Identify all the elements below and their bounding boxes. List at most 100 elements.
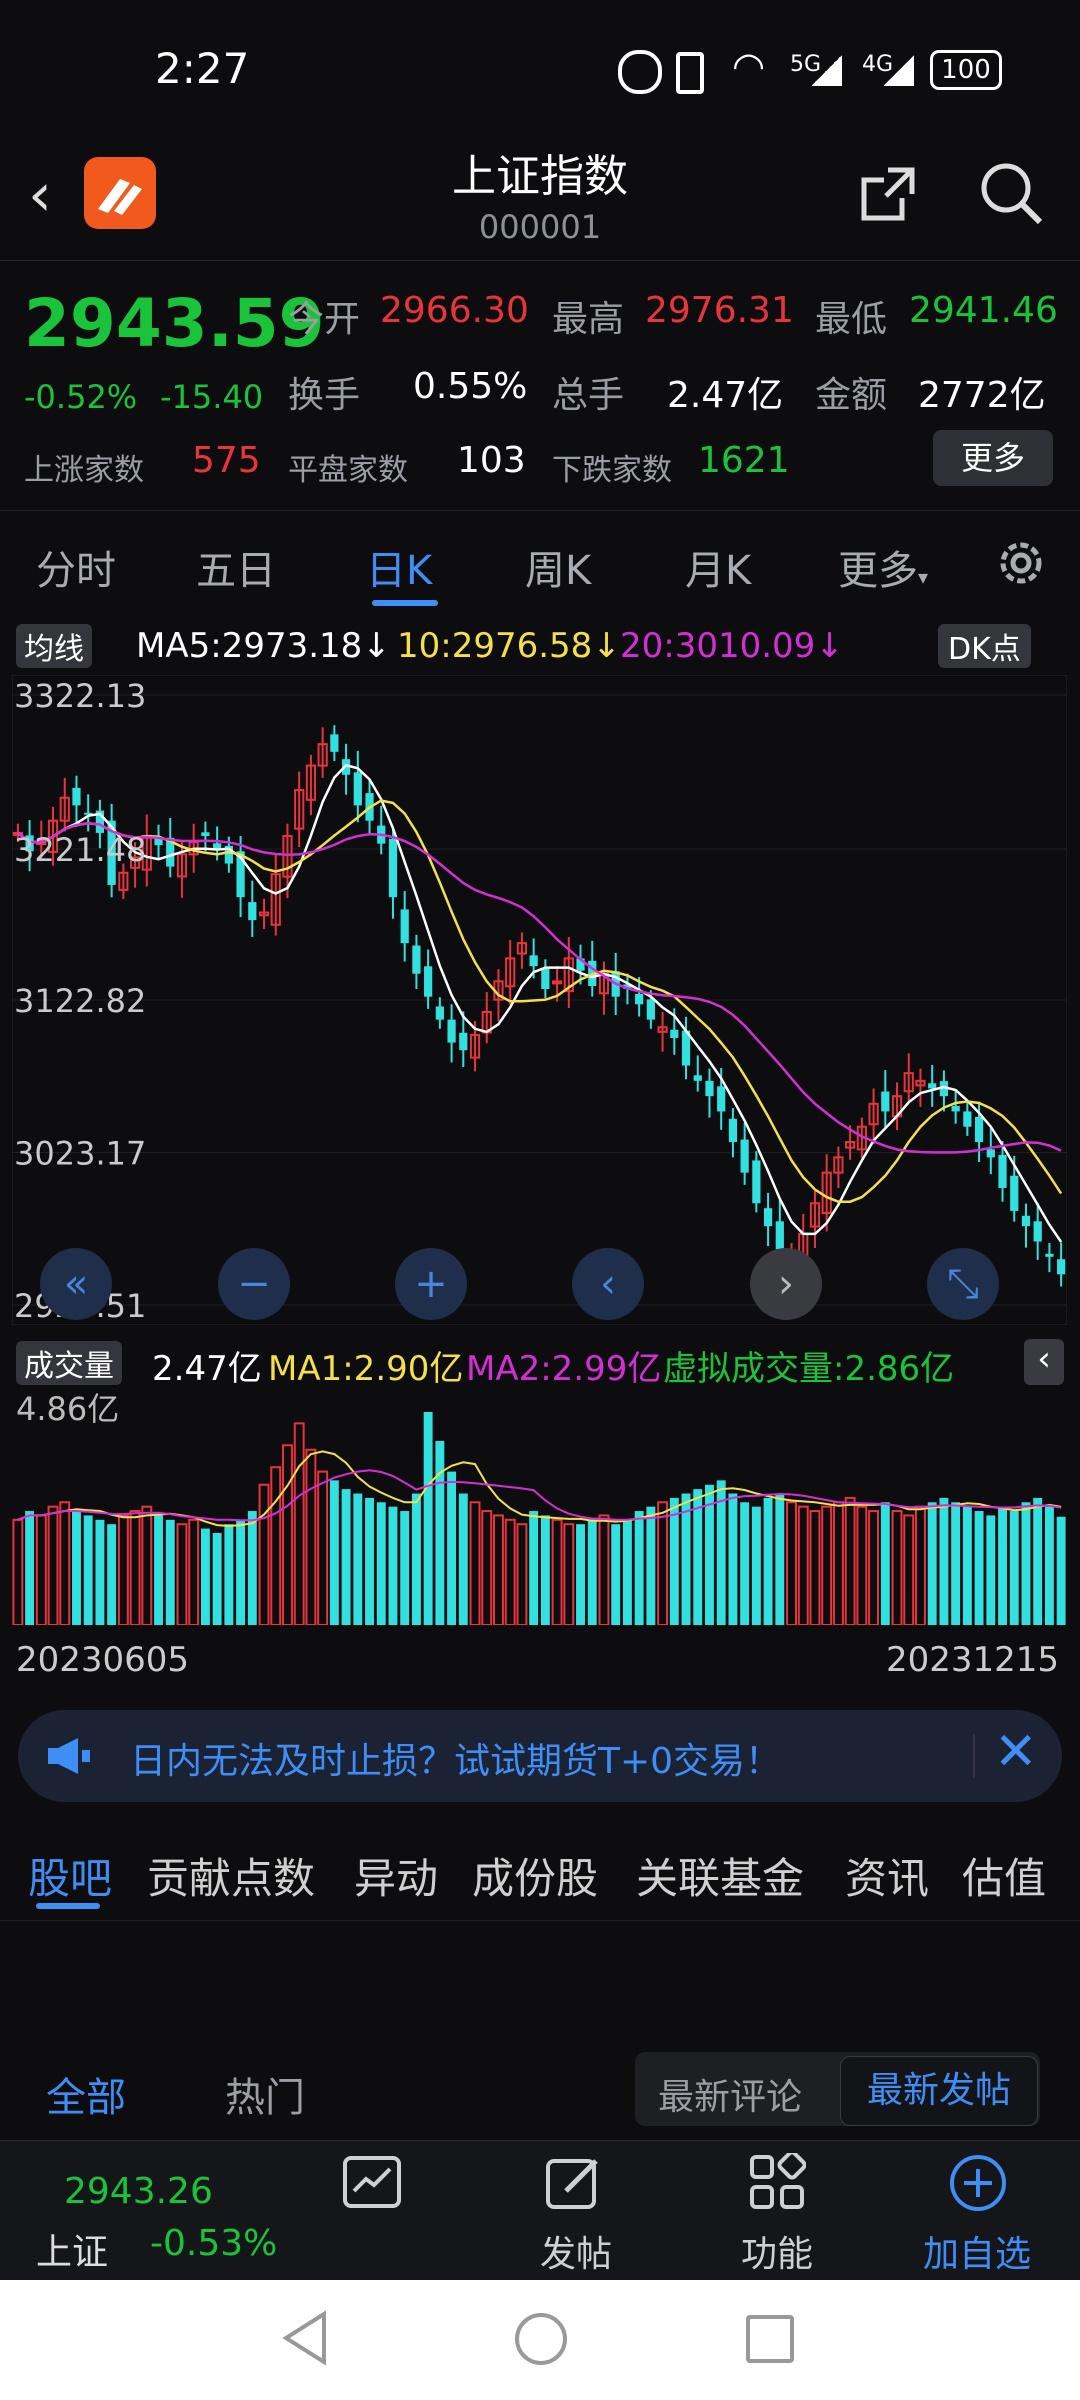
volume-bar: [551, 1518, 563, 1625]
candle-body: [12, 831, 23, 836]
candle-body: [657, 1026, 668, 1033]
ma-select-button[interactable]: 均线: [16, 624, 92, 668]
flat-count: 103: [457, 440, 526, 481]
candle-body: [998, 1154, 1007, 1188]
up-count: 575: [192, 440, 261, 481]
header-divider: [0, 260, 1080, 261]
mini-price: 2943.26: [64, 2171, 213, 2212]
status-bar: 2:27 ◠ 5G 4G 100: [0, 0, 1080, 140]
post-label[interactable]: 发帖: [539, 2234, 612, 2275]
volume-bar: [504, 1518, 516, 1625]
open-value: 2966.30: [380, 290, 529, 331]
y-tick-label: 3322.13: [14, 677, 146, 715]
candle-body: [576, 958, 585, 971]
function-icon[interactable]: [748, 2150, 807, 2215]
search-icon[interactable]: [978, 160, 1044, 230]
candle-body: [47, 819, 59, 853]
candle-body: [809, 1202, 821, 1228]
volume-bar: [740, 1502, 750, 1625]
promo-banner[interactable]: 日内无法及时止损？试试期货T+0交易！ ✕: [18, 1710, 1062, 1802]
sort-latest-post[interactable]: 最新发帖: [840, 2056, 1038, 2126]
low-value: 2941.46: [909, 290, 1058, 331]
tab-weekly-k[interactable]: 周K: [525, 548, 592, 594]
amount-label: 金额: [815, 375, 888, 416]
zoom-in-button[interactable]: +: [395, 1248, 467, 1320]
candle-body: [224, 845, 233, 864]
feed-tab-hot[interactable]: 热门: [225, 2075, 305, 2121]
tab-more[interactable]: 更多▾: [838, 538, 928, 596]
volume-bar: [107, 1524, 117, 1625]
scroll-left-button[interactable]: ‹: [572, 1248, 644, 1320]
down-count-label: 下跌家数: [552, 453, 672, 488]
tab-news[interactable]: 资讯: [845, 1854, 930, 1903]
volume-select-button[interactable]: 成交量: [16, 1341, 122, 1385]
candle-body: [388, 838, 398, 898]
volume-bar: [705, 1484, 714, 1625]
y-tick-label: 3122.82: [14, 982, 146, 1020]
volume-ma2-line: [17, 1469, 1062, 1522]
zoom-out-button[interactable]: −: [218, 1248, 290, 1320]
active-tab-indicator: [372, 600, 438, 606]
ma-btn-label: 均线: [24, 632, 84, 667]
nav-home-icon[interactable]: [515, 2313, 567, 2365]
stock-code: 000001: [478, 208, 602, 246]
nav-recents-icon[interactable]: [746, 2315, 794, 2363]
fullscreen-button[interactable]: ⤡: [927, 1248, 999, 1320]
tab-contribution[interactable]: 贡献点数: [147, 1854, 316, 1903]
change-pct: -0.52%: [24, 378, 138, 416]
vibrate-icon: [676, 52, 704, 94]
volume-bar: [844, 1496, 856, 1625]
volume-bar: [83, 1515, 93, 1625]
volume-bar: [986, 1515, 996, 1625]
share-icon[interactable]: [858, 164, 918, 228]
volume-bar: [293, 1422, 305, 1625]
tab-monthly-k[interactable]: 月K: [685, 548, 752, 594]
back-icon[interactable]: ‹: [28, 160, 52, 230]
candle-body: [833, 1156, 844, 1174]
add-watchlist-label[interactable]: 加自选: [922, 2234, 1031, 2275]
nav-back-icon[interactable]: [280, 2310, 330, 2370]
chart-icon[interactable]: [342, 2155, 402, 2213]
function-label[interactable]: 功能: [740, 2234, 813, 2275]
megaphone-icon: [44, 1734, 92, 1782]
post-icon[interactable]: [544, 2153, 604, 2217]
scroll-to-start-button[interactable]: «: [40, 1248, 112, 1320]
volume-bar: [188, 1518, 200, 1625]
mini-name: 上证: [36, 2232, 109, 2273]
more-button[interactable]: 更多: [933, 430, 1053, 486]
tab-valuation[interactable]: 估值: [962, 1854, 1047, 1903]
close-icon[interactable]: ✕: [994, 1722, 1038, 1782]
tab-constituents[interactable]: 成份股: [472, 1854, 599, 1903]
scroll-right-button[interactable]: ›: [750, 1248, 822, 1320]
collapse-panel-button[interactable]: ‹: [1024, 1339, 1064, 1385]
candle-body: [681, 1030, 691, 1066]
candle-body: [270, 873, 281, 926]
dk-point-button[interactable]: DK点: [938, 624, 1031, 668]
candle-body: [317, 743, 328, 767]
tab-more-label: 更多: [838, 548, 918, 594]
tab-guba[interactable]: 股吧: [28, 1854, 113, 1903]
tab-five-day[interactable]: 五日: [196, 548, 276, 594]
candle-body: [752, 1160, 761, 1204]
tab-anomaly[interactable]: 异动: [354, 1854, 439, 1903]
volume-bar: [634, 1511, 644, 1625]
volume-bar: [939, 1497, 949, 1625]
candle-body: [1021, 1215, 1031, 1227]
settings-icon[interactable]: [994, 536, 1048, 594]
volume-bar: [493, 1514, 504, 1625]
volume-bar: [974, 1511, 984, 1625]
ma-legend: 均线 MA5:2973.18↓ 10:2976.58↓ 20:3010.09↓ …: [0, 620, 1080, 670]
candle-body: [541, 968, 550, 990]
candle-body: [693, 1075, 702, 1081]
tab-intraday[interactable]: 分时: [36, 548, 116, 594]
feed-tab-all[interactable]: 全部: [46, 2075, 126, 2121]
sort-latest-comment[interactable]: 最新评论: [658, 2077, 803, 2118]
low-label: 最低: [815, 299, 888, 340]
add-watchlist-icon[interactable]: [948, 2153, 1008, 2217]
tab-daily-k[interactable]: 日K: [366, 548, 433, 594]
turnover-label: 换手: [288, 375, 361, 416]
tab-related-funds[interactable]: 关联基金: [636, 1854, 805, 1903]
volume-bar: [611, 1524, 621, 1625]
volume-bar: [962, 1506, 972, 1625]
